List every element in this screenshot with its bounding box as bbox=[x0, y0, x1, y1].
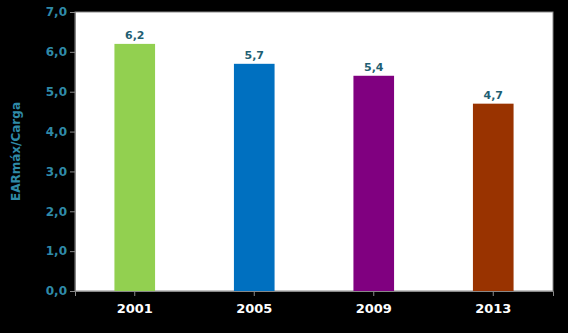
y-tick-label: 5,0 bbox=[46, 85, 67, 99]
bar bbox=[353, 76, 394, 291]
chart: 0,0 1,0 2,0 3,0 4,0 5,0 6,0 7,0 2001 2005 2009 2013… bbox=[0, 0, 568, 333]
y-tick-label: 0,0 bbox=[46, 284, 67, 298]
y-tick-mark bbox=[70, 291, 75, 292]
y-tick-label: 1,0 bbox=[46, 244, 67, 258]
bar bbox=[234, 64, 275, 291]
x-axis: 2001 2005 2009 2013 bbox=[76, 291, 554, 316]
data-label: 5,4 bbox=[364, 61, 384, 74]
y-tick: 2,0 bbox=[46, 205, 75, 219]
y-tick: 7,0 bbox=[46, 5, 75, 19]
x-tick-mark bbox=[254, 291, 255, 296]
y-axis-title: EARmáx/Carga bbox=[9, 102, 23, 201]
y-tick-mark bbox=[70, 171, 75, 172]
x-tick-label: 2001 bbox=[117, 301, 153, 316]
data-label: 5,7 bbox=[245, 49, 265, 62]
y-tick: 3,0 bbox=[46, 165, 75, 179]
plot: 0,0 1,0 2,0 3,0 4,0 5,0 6,0 7,0 2001 2005 2009 2013… bbox=[46, 5, 554, 316]
x-tick-label: 2013 bbox=[475, 301, 511, 316]
background bbox=[0, 0, 568, 333]
y-tick-label: 7,0 bbox=[46, 5, 67, 19]
y-tick: 1,0 bbox=[46, 244, 75, 258]
y-axis: 0,0 1,0 2,0 3,0 4,0 5,0 6,0 7,0 bbox=[46, 5, 76, 298]
y-tick-mark bbox=[70, 211, 75, 212]
bar bbox=[473, 104, 514, 291]
y-axis-line bbox=[70, 13, 76, 292]
y-tick-mark bbox=[70, 92, 75, 93]
x-tick-label: 2005 bbox=[236, 301, 272, 316]
y-tick: 6,0 bbox=[46, 45, 75, 59]
x-tick: 2005 bbox=[236, 291, 272, 316]
x-tick-mark bbox=[373, 291, 374, 296]
y-tick-label: 4,0 bbox=[46, 125, 67, 139]
y-tick-mark bbox=[70, 132, 75, 133]
y-tick-label: 6,0 bbox=[46, 45, 67, 59]
bars bbox=[114, 44, 513, 291]
y-tick: 0,0 bbox=[46, 284, 75, 298]
plot-area bbox=[75, 12, 553, 291]
y-tick-mark bbox=[70, 12, 75, 13]
y-tick: 5,0 bbox=[46, 85, 75, 99]
data-label: 6,2 bbox=[125, 29, 145, 42]
x-axis-line bbox=[76, 292, 554, 297]
x-tick: 2013 bbox=[475, 291, 511, 316]
x-tick-label: 2009 bbox=[356, 301, 392, 316]
bar bbox=[114, 44, 155, 291]
x-tick: 2009 bbox=[356, 291, 392, 316]
y-tick-mark bbox=[70, 52, 75, 53]
x-tick-mark bbox=[493, 291, 494, 296]
data-labels: 6,2 5,7 5,4 4,7 bbox=[125, 29, 503, 102]
y-tick-label: 3,0 bbox=[46, 165, 67, 179]
y-tick-label: 2,0 bbox=[46, 205, 67, 219]
y-tick: 4,0 bbox=[46, 125, 75, 139]
data-label: 4,7 bbox=[484, 89, 504, 102]
y-tick-mark bbox=[70, 251, 75, 252]
x-tick: 2001 bbox=[117, 291, 153, 316]
x-tick-mark bbox=[134, 291, 135, 296]
